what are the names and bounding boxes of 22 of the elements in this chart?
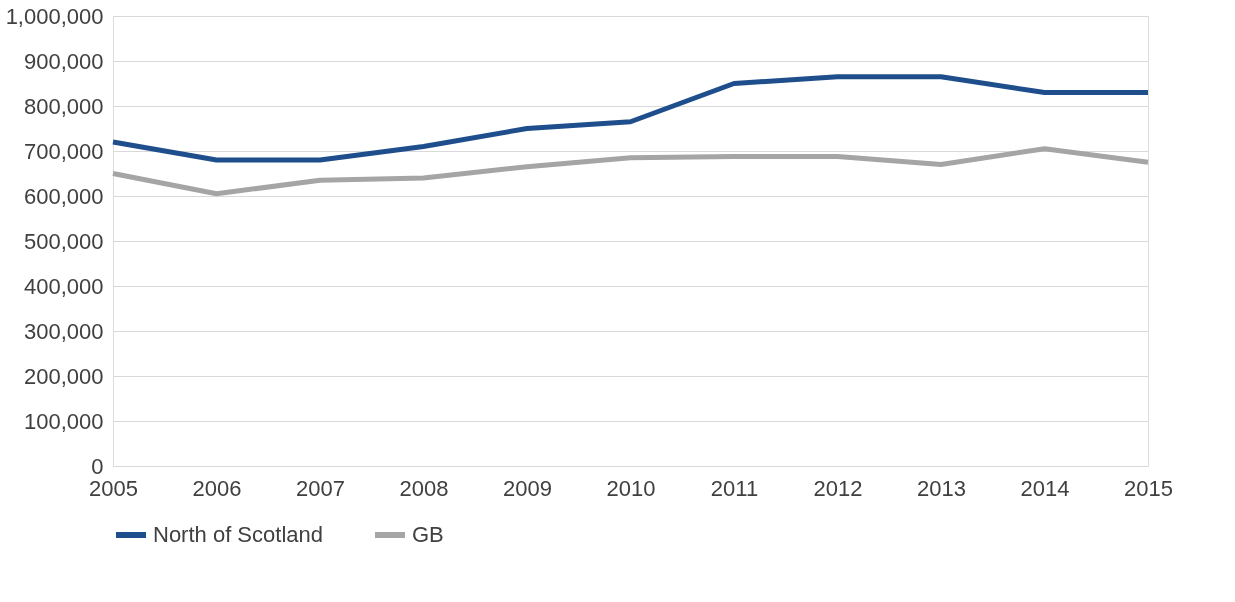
y-tick-label: 600,000 — [23, 183, 104, 209]
y-tick-label: 400,000 — [23, 273, 104, 299]
y-tick-label: 100,000 — [23, 408, 104, 434]
x-tick-label: 2008 — [399, 475, 449, 501]
x-tick-label: 2011 — [710, 475, 759, 501]
legend-label: North of Scotland — [153, 522, 323, 547]
y-tick-label: 200,000 — [23, 363, 104, 389]
x-tick-label: 2007 — [296, 475, 345, 501]
y-tick-label: 700,000 — [23, 138, 104, 164]
x-tick-label: 2010 — [606, 475, 656, 501]
y-tick-label: 800,000 — [23, 93, 104, 119]
y-tick-label: 300,000 — [23, 318, 104, 344]
x-tick-label: 2013 — [917, 475, 966, 501]
legend-label: GB — [412, 522, 444, 547]
x-tick-label: 2015 — [1124, 475, 1173, 501]
y-tick-label: 1,000,000 — [5, 3, 104, 29]
x-tick-label: 2014 — [1020, 475, 1070, 501]
x-tick-label: 2009 — [503, 475, 552, 501]
x-tick-label: 2012 — [813, 475, 863, 501]
y-tick-label: 500,000 — [23, 228, 104, 254]
x-tick-label: 2006 — [192, 475, 242, 501]
y-tick-label: 900,000 — [23, 48, 104, 74]
